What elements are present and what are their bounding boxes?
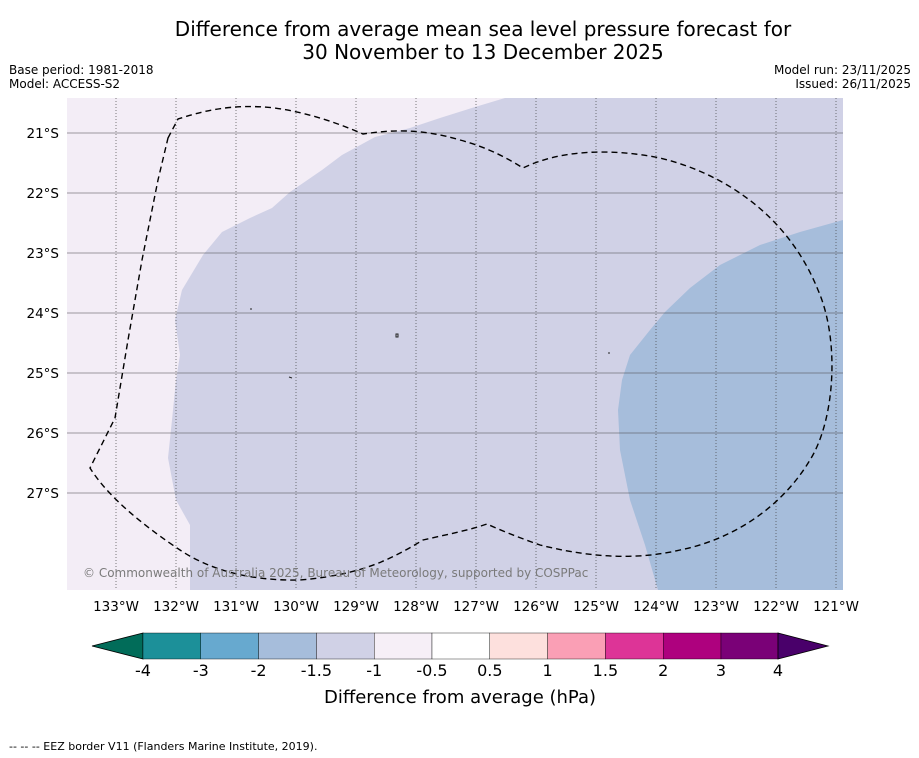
colorbar-segment	[200, 632, 259, 660]
colorbar-tick: 0.5	[477, 661, 502, 680]
colorbar-segment	[605, 632, 664, 660]
colorbar-segment	[547, 632, 606, 660]
eez-legend-note: -- -- -- EEZ border V11 (Flanders Marine…	[9, 740, 318, 753]
islands	[250, 308, 610, 379]
latitude-gridlines	[67, 132, 843, 494]
colorbar-segment	[720, 632, 779, 660]
colorbar-extend-high	[777, 632, 830, 660]
model-name: Model: ACCESS-S2	[9, 77, 121, 91]
map-area: © Commonwealth of Australia 2025, Bureau…	[67, 98, 843, 590]
colorbar-segment	[142, 632, 201, 660]
title-line-2: 30 November to 13 December 2025	[302, 40, 664, 64]
issued-date: Issued: 26/11/2025	[795, 77, 911, 91]
colorbar-segment	[374, 632, 433, 660]
island	[395, 333, 399, 338]
colorbar-tick: -3	[193, 661, 209, 680]
colorbar-tick: 2	[658, 661, 668, 680]
lon-label: 123°W	[693, 599, 739, 615]
island	[288, 376, 293, 379]
meta-left: Base period: 1981-2018 Model: ACCESS-S2	[9, 63, 154, 91]
longitude-gridlines	[115, 98, 837, 590]
colorbar-segment	[316, 632, 375, 660]
colorbar-tick: -1	[366, 661, 382, 680]
region-minus15-to-minus2	[618, 220, 843, 590]
map-title: Difference from average mean sea level p…	[0, 18, 919, 64]
lon-label: 131°W	[213, 599, 259, 615]
colorbar-segment	[489, 632, 548, 660]
longitude-labels: 133°W 132°W 131°W 130°W 129°W 128°W 127°…	[93, 599, 859, 615]
colorbar-tick-labels: -4 -3 -2 -1.5 -1 -0.5 0.5 1 1.5 2 3 4	[135, 661, 783, 680]
copyright-notice: © Commonwealth of Australia 2025, Bureau…	[83, 566, 588, 580]
lat-label: 25°S	[27, 366, 60, 382]
title-line-1: Difference from average mean sea level p…	[174, 17, 792, 41]
model-run: Model run: 23/11/2025	[773, 63, 911, 77]
lon-label: 133°W	[93, 599, 139, 615]
lon-label: 122°W	[753, 599, 799, 615]
lat-label: 21°S	[27, 126, 60, 142]
lon-label: 124°W	[633, 599, 679, 615]
lat-label: 22°S	[27, 186, 60, 202]
colorbar-tick: -0.5	[416, 661, 447, 680]
colorbar-tick: 1	[543, 661, 553, 680]
lon-label: 127°W	[453, 599, 499, 615]
colorbar-tick: -1.5	[301, 661, 332, 680]
lon-label: 132°W	[153, 599, 199, 615]
eez-border	[89, 105, 833, 581]
colorbar-tick: 3	[716, 661, 726, 680]
colorbar-segment	[431, 632, 490, 660]
latitude-labels: 21°S 22°S 23°S 24°S 25°S 26°S 27°S	[27, 126, 60, 502]
colorbar-tick: -2	[251, 661, 267, 680]
lon-label: 129°W	[333, 599, 379, 615]
colorbar-extend-low	[91, 632, 144, 660]
colorbar-tick: 4	[773, 661, 783, 680]
base-period: Base period: 1981-2018	[9, 63, 154, 77]
colorbar-segment	[258, 632, 317, 660]
lat-label: 26°S	[27, 426, 60, 442]
lon-label: 125°W	[573, 599, 619, 615]
colorbar-segment	[663, 632, 722, 660]
colorbar-tick: -4	[135, 661, 151, 680]
lon-label: 130°W	[273, 599, 319, 615]
colorbar-title: Difference from average (hPa)	[324, 687, 596, 708]
lat-label: 23°S	[27, 246, 60, 262]
lat-label: 24°S	[27, 306, 60, 322]
meta-right: Model run: 23/11/2025 Issued: 26/11/2025	[774, 63, 911, 91]
lat-label: 27°S	[27, 486, 60, 502]
lon-label: 121°W	[813, 599, 859, 615]
lon-label: 128°W	[393, 599, 439, 615]
colorbar-tick: 1.5	[593, 661, 618, 680]
lon-label: 126°W	[513, 599, 559, 615]
colorbar: -4 -3 -2 -1.5 -1 -0.5 0.5 1 1.5 2 3 4 Di…	[91, 632, 830, 708]
